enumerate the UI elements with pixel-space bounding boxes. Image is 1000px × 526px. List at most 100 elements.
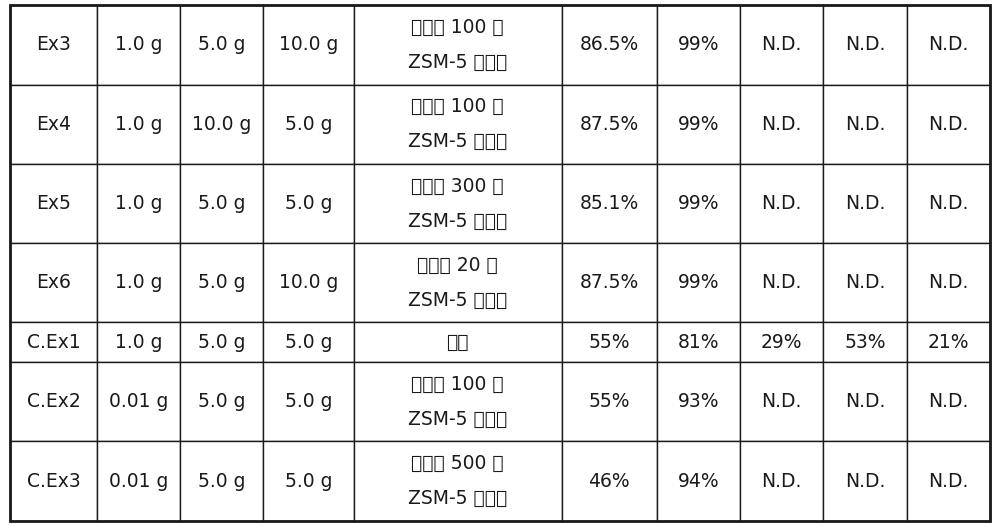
Text: 10.0 g: 10.0 g — [192, 115, 251, 134]
Text: N.D.: N.D. — [762, 194, 802, 213]
Bar — [907, 362, 990, 441]
Text: N.D.: N.D. — [762, 35, 802, 54]
Bar — [97, 362, 180, 441]
Text: 55%: 55% — [589, 333, 630, 352]
Bar — [263, 5, 354, 85]
Bar — [657, 322, 740, 362]
Bar — [180, 85, 263, 164]
Bar — [740, 441, 823, 521]
Bar — [823, 441, 907, 521]
Text: 硅铝比 100 的: 硅铝比 100 的 — [411, 375, 504, 394]
Bar — [354, 441, 562, 521]
Text: 99%: 99% — [678, 274, 719, 292]
Bar — [97, 322, 180, 362]
Text: N.D.: N.D. — [762, 274, 802, 292]
Text: 5.0 g: 5.0 g — [198, 333, 245, 352]
Bar — [97, 85, 180, 164]
Bar — [657, 362, 740, 441]
Text: C.Ex2: C.Ex2 — [27, 392, 80, 411]
Text: 硅铝比 20 的: 硅铝比 20 的 — [417, 256, 498, 275]
Bar — [657, 243, 740, 322]
Bar — [354, 362, 562, 441]
Bar — [10, 243, 97, 322]
Bar — [10, 85, 97, 164]
Bar — [562, 85, 657, 164]
Text: ZSM-5 分子筛: ZSM-5 分子筛 — [408, 132, 507, 151]
Text: 1.0 g: 1.0 g — [115, 194, 162, 213]
Text: 55%: 55% — [589, 392, 630, 411]
Bar — [354, 164, 562, 243]
Text: 1.0 g: 1.0 g — [115, 35, 162, 54]
Text: 5.0 g: 5.0 g — [198, 392, 245, 411]
Text: 10.0 g: 10.0 g — [279, 274, 338, 292]
Bar — [823, 164, 907, 243]
Bar — [740, 362, 823, 441]
Text: 硅铝比 500 的: 硅铝比 500 的 — [411, 454, 504, 473]
Bar — [657, 441, 740, 521]
Bar — [907, 164, 990, 243]
Bar — [657, 164, 740, 243]
Text: 86.5%: 86.5% — [580, 35, 639, 54]
Bar — [354, 85, 562, 164]
Text: 5.0 g: 5.0 g — [198, 35, 245, 54]
Bar — [740, 5, 823, 85]
Text: 5.0 g: 5.0 g — [285, 392, 332, 411]
Bar — [263, 322, 354, 362]
Text: 硅胶: 硅胶 — [447, 333, 469, 352]
Bar — [907, 85, 990, 164]
Text: 硅铝比 300 的: 硅铝比 300 的 — [411, 177, 504, 196]
Bar — [354, 243, 562, 322]
Text: N.D.: N.D. — [762, 472, 802, 491]
Text: 81%: 81% — [678, 333, 719, 352]
Bar — [823, 243, 907, 322]
Text: N.D.: N.D. — [928, 472, 969, 491]
Bar — [740, 85, 823, 164]
Bar — [562, 5, 657, 85]
Bar — [180, 164, 263, 243]
Bar — [823, 362, 907, 441]
Bar — [562, 322, 657, 362]
Bar — [180, 322, 263, 362]
Bar — [823, 322, 907, 362]
Text: N.D.: N.D. — [928, 35, 969, 54]
Text: N.D.: N.D. — [845, 392, 885, 411]
Text: ZSM-5 分子筛: ZSM-5 分子筛 — [408, 53, 507, 72]
Bar — [263, 362, 354, 441]
Bar — [562, 362, 657, 441]
Bar — [10, 5, 97, 85]
Text: 1.0 g: 1.0 g — [115, 274, 162, 292]
Bar — [907, 5, 990, 85]
Text: 21%: 21% — [928, 333, 969, 352]
Text: N.D.: N.D. — [845, 194, 885, 213]
Text: N.D.: N.D. — [928, 115, 969, 134]
Bar — [10, 322, 97, 362]
Text: 85.1%: 85.1% — [580, 194, 639, 213]
Text: 5.0 g: 5.0 g — [285, 194, 332, 213]
Text: 5.0 g: 5.0 g — [198, 472, 245, 491]
Bar — [354, 5, 562, 85]
Text: Ex4: Ex4 — [36, 115, 71, 134]
Bar — [263, 85, 354, 164]
Bar — [657, 85, 740, 164]
Bar — [823, 85, 907, 164]
Text: ZSM-5 分子筛: ZSM-5 分子筛 — [408, 211, 507, 230]
Bar — [907, 243, 990, 322]
Text: Ex5: Ex5 — [36, 194, 71, 213]
Bar — [10, 362, 97, 441]
Bar — [562, 164, 657, 243]
Bar — [740, 164, 823, 243]
Text: 5.0 g: 5.0 g — [285, 333, 332, 352]
Bar — [562, 441, 657, 521]
Bar — [10, 164, 97, 243]
Bar — [562, 243, 657, 322]
Text: 29%: 29% — [761, 333, 802, 352]
Text: Ex6: Ex6 — [36, 274, 71, 292]
Text: ZSM-5 分子筛: ZSM-5 分子筛 — [408, 410, 507, 429]
Text: N.D.: N.D. — [928, 274, 969, 292]
Text: N.D.: N.D. — [762, 115, 802, 134]
Text: 1.0 g: 1.0 g — [115, 333, 162, 352]
Bar — [263, 441, 354, 521]
Text: 99%: 99% — [678, 115, 719, 134]
Bar — [97, 164, 180, 243]
Bar — [354, 322, 562, 362]
